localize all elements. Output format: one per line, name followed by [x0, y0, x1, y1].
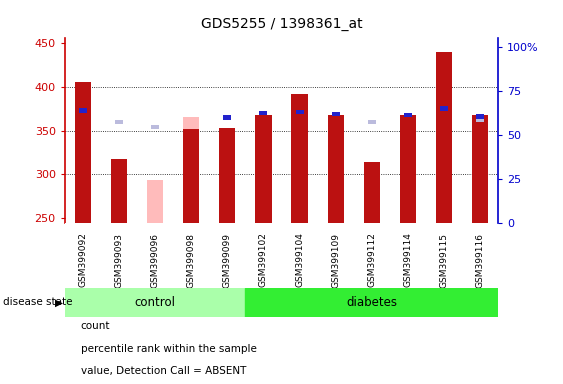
- Bar: [260, 111, 267, 115]
- Bar: [364, 162, 380, 223]
- Text: GSM399093: GSM399093: [114, 233, 123, 288]
- Bar: [245, 288, 498, 317]
- Text: GSM399092: GSM399092: [78, 233, 87, 287]
- Bar: [147, 180, 163, 223]
- Bar: [75, 82, 91, 223]
- Text: count: count: [81, 321, 110, 331]
- Bar: [436, 51, 452, 223]
- Bar: [332, 112, 339, 116]
- Bar: [224, 115, 231, 119]
- Bar: [151, 125, 159, 129]
- Bar: [219, 128, 235, 223]
- Bar: [255, 115, 271, 223]
- Text: diabetes: diabetes: [346, 296, 397, 309]
- Bar: [292, 94, 308, 223]
- Text: percentile rank within the sample: percentile rank within the sample: [81, 344, 256, 354]
- Text: GSM399098: GSM399098: [187, 233, 196, 288]
- Bar: [476, 114, 484, 119]
- Text: GSM399109: GSM399109: [331, 233, 340, 288]
- Bar: [111, 159, 127, 223]
- Bar: [368, 119, 376, 124]
- Bar: [400, 146, 416, 223]
- Bar: [296, 110, 303, 114]
- Text: GSM399116: GSM399116: [476, 233, 485, 288]
- Bar: [183, 129, 199, 223]
- Text: ▶: ▶: [55, 297, 63, 308]
- Bar: [440, 106, 448, 111]
- Text: GSM399099: GSM399099: [223, 233, 232, 288]
- Bar: [400, 115, 416, 223]
- Bar: [328, 115, 344, 223]
- Text: disease state: disease state: [3, 297, 72, 308]
- Text: GDS5255 / 1398361_at: GDS5255 / 1398361_at: [200, 17, 363, 31]
- Text: control: control: [135, 296, 176, 309]
- Bar: [476, 118, 484, 122]
- Text: GSM399114: GSM399114: [404, 233, 413, 287]
- Text: value, Detection Call = ABSENT: value, Detection Call = ABSENT: [81, 366, 246, 376]
- Text: GSM399104: GSM399104: [295, 233, 304, 287]
- Bar: [115, 119, 123, 124]
- Text: GSM399115: GSM399115: [440, 233, 449, 288]
- Text: GSM399112: GSM399112: [367, 233, 376, 287]
- Bar: [472, 115, 488, 223]
- Bar: [183, 116, 199, 223]
- Bar: [79, 108, 87, 113]
- Bar: [65, 288, 245, 317]
- Bar: [404, 113, 412, 117]
- Text: GSM399096: GSM399096: [150, 233, 159, 288]
- Text: GSM399102: GSM399102: [259, 233, 268, 287]
